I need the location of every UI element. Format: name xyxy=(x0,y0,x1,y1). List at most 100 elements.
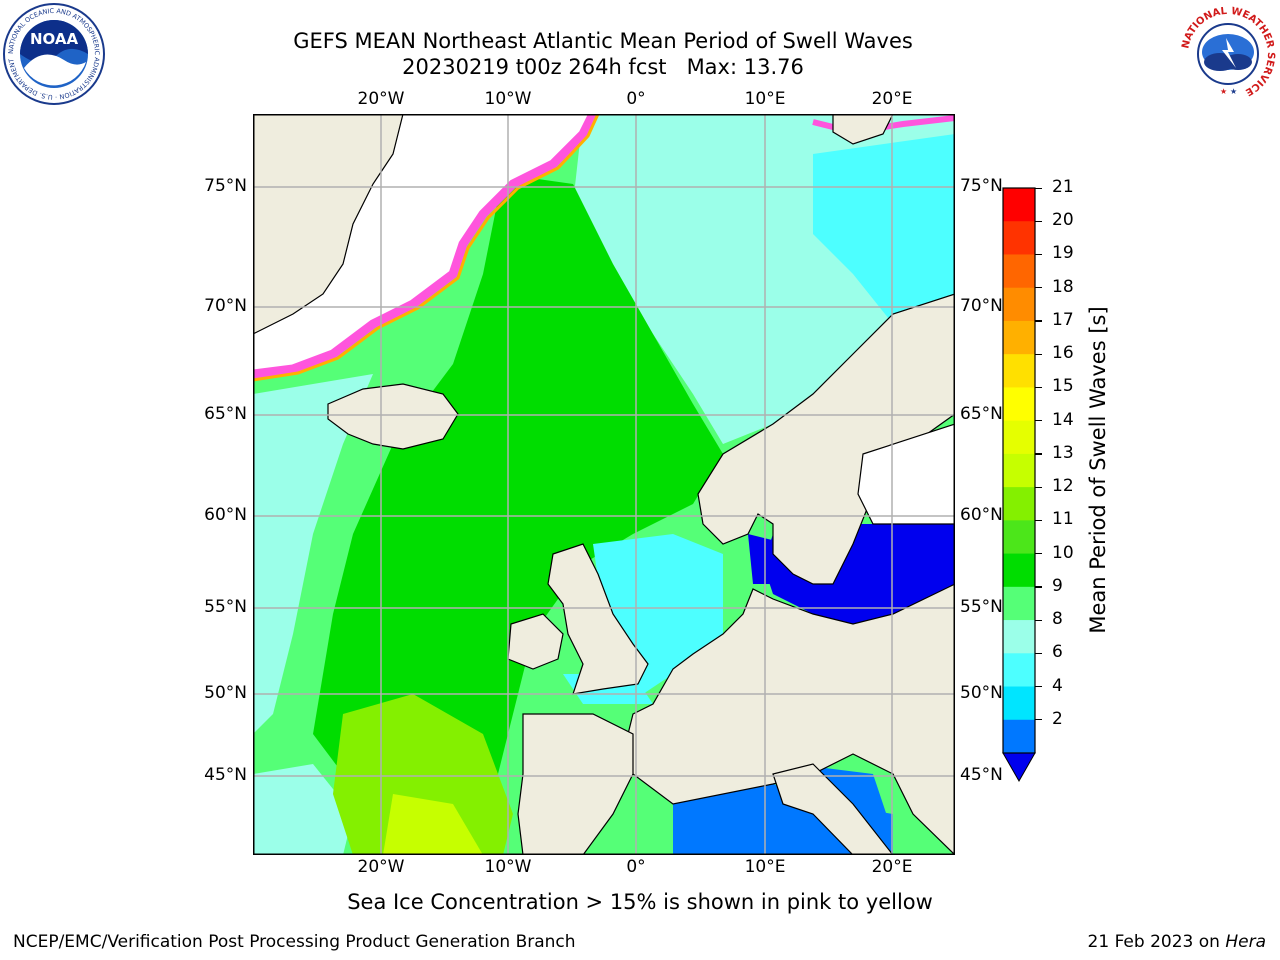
lat-label-left-70n: 70°N xyxy=(204,296,247,316)
colorbar-tick-label: 14 xyxy=(1052,409,1074,430)
graticule xyxy=(253,114,955,855)
colorbar-segment xyxy=(1003,653,1035,688)
colorbar-tick-mark xyxy=(1035,187,1042,189)
colorbar-tick-mark xyxy=(1035,553,1042,555)
map-panel xyxy=(253,114,955,855)
colorbar-tick-mark xyxy=(1035,253,1042,256)
colorbar-tick-mark xyxy=(1035,719,1042,721)
swell-band-6-8s xyxy=(813,134,955,324)
footer-right: 21 Feb 2023 on Hera xyxy=(1088,932,1266,952)
greenland-land xyxy=(253,114,404,335)
colorbar-tick-label: 18 xyxy=(1052,276,1074,297)
lat-label-right-60n: 60°N xyxy=(960,505,1003,525)
lat-label-right-55n: 55°N xyxy=(960,597,1003,617)
colorbar-tick-mark xyxy=(1035,519,1042,522)
lat-label-right-65n: 65°N xyxy=(960,404,1003,424)
lon-label-top-20e: 20°E xyxy=(871,89,913,109)
swell-band-12-13s xyxy=(333,694,513,855)
svg-text:★: ★ xyxy=(1220,87,1227,96)
lon-label-top-10e: 10°E xyxy=(744,89,786,109)
colorbar-segment xyxy=(1003,620,1035,654)
lat-label-right-50n: 50°N xyxy=(960,683,1003,703)
lat-label-left-50n: 50°N xyxy=(204,683,247,703)
footer-date: 21 Feb 2023 on xyxy=(1087,932,1226,952)
colorbar-label: Mean Period of Swell Waves [s] xyxy=(1086,306,1110,634)
great-britain-land xyxy=(547,543,649,695)
colorbar-segment xyxy=(1003,320,1035,355)
lon-label-bottom-20e: 20°E xyxy=(871,857,913,877)
map-title: GEFS MEAN Northeast Atlantic Mean Period… xyxy=(293,29,913,53)
colorbar-tick-label: 16 xyxy=(1052,343,1074,364)
colorbar-segment xyxy=(1003,520,1035,555)
colorbar-tick-mark xyxy=(1035,287,1042,289)
swell-band-west-8-9s xyxy=(253,374,373,734)
lon-label-bottom-10e: 10°E xyxy=(744,857,786,877)
colorbar-frame xyxy=(1002,187,1036,754)
lat-label-right-45n: 45°N xyxy=(960,765,1003,785)
lat-label-right-70n: 70°N xyxy=(960,296,1003,316)
colorbar-tick-label: 4 xyxy=(1052,675,1063,696)
svalbard-land xyxy=(832,114,894,145)
colorbar-segment xyxy=(1003,453,1035,488)
colorbar-tick-label: 9 xyxy=(1052,575,1063,596)
colorbar-segment xyxy=(1003,354,1035,388)
lon-label-bottom-10w: 10°W xyxy=(484,857,532,877)
lat-label-left-75n: 75°N xyxy=(204,176,247,196)
colorbar-segment xyxy=(1003,586,1035,621)
colorbar-segment xyxy=(1003,287,1035,322)
colorbar-tick-mark xyxy=(1035,686,1042,688)
swell-band-10-11s xyxy=(313,174,723,814)
colorbar-tick-mark xyxy=(1035,586,1042,588)
colorbar-tick-mark xyxy=(1035,420,1042,422)
colorbar-tick-label: 21 xyxy=(1052,177,1074,197)
colorbar-tick-mark xyxy=(1035,353,1042,355)
lon-label-top-20w: 20°W xyxy=(357,89,405,109)
swell-band-sw-8-9s xyxy=(253,764,353,855)
lat-label-left-45n: 45°N xyxy=(204,765,247,785)
colorbar-tick-mark xyxy=(1035,386,1042,389)
svg-text:★: ★ xyxy=(1230,87,1237,96)
map-frame xyxy=(253,114,955,855)
colorbar-segment xyxy=(1003,487,1035,521)
noaa-logo: NATIONAL OCEANIC AND ATMOSPHERIC ADMINIS… xyxy=(2,2,105,105)
colorbar-segment xyxy=(1003,188,1035,222)
sea-ice-caption: Sea Ice Concentration > 15% is shown in … xyxy=(347,890,933,914)
iceland-land xyxy=(327,383,459,450)
colorbar-tick-mark xyxy=(1035,220,1042,222)
colorbar-tick-label: 17 xyxy=(1052,309,1074,330)
colorbar-segment xyxy=(1003,686,1035,721)
lon-label-bottom-20w: 20°W xyxy=(357,857,405,877)
colorbar-tick-label: 2 xyxy=(1052,708,1063,729)
europe-land xyxy=(622,583,955,855)
noaa-logo-text: NOAA xyxy=(30,30,79,48)
colorbar-tick-label: 6 xyxy=(1052,642,1063,663)
colorbar-tick-label: 20 xyxy=(1052,210,1074,231)
map-subtitle: 20230219 t00z 264h fcst Max: 13.76 xyxy=(402,55,804,79)
colorbar-segment xyxy=(1003,254,1035,289)
colorbar-tick-mark xyxy=(1035,619,1042,621)
colorbar-tick-label: 10 xyxy=(1052,542,1074,563)
colorbar-tick-label: 12 xyxy=(1052,476,1074,497)
nws-logo: NATIONAL WEATHER SERVICE ★ ★ xyxy=(1178,4,1278,104)
sea-ice-edge-inner xyxy=(253,114,600,382)
sea-ice-edge xyxy=(253,114,598,379)
colorbar-segment xyxy=(1003,387,1035,422)
colorbar-extend-arrow xyxy=(1002,752,1036,783)
colorbar-tick-mark xyxy=(1035,652,1042,654)
colorbar-tick-label: 19 xyxy=(1052,243,1074,264)
lat-label-left-65n: 65°N xyxy=(204,404,247,424)
colorbar-tick-label: 15 xyxy=(1052,376,1074,397)
swell-band-13-14s xyxy=(383,794,483,855)
colorbar xyxy=(1002,187,1036,783)
lon-label-bottom-0: 0° xyxy=(626,857,646,877)
italy-land xyxy=(772,763,894,855)
colorbar-tick-label: 13 xyxy=(1052,442,1074,463)
iberia-land xyxy=(517,713,634,855)
colorbar-segment xyxy=(1003,719,1035,754)
lat-label-left-55n: 55°N xyxy=(204,597,247,617)
colorbar-segment xyxy=(1003,420,1035,455)
colorbar-tick-label: 11 xyxy=(1052,509,1074,530)
lat-label-left-60n: 60°N xyxy=(204,505,247,525)
lat-label-right-75n: 75°N xyxy=(960,176,1003,196)
colorbar-tick-mark xyxy=(1035,486,1042,488)
